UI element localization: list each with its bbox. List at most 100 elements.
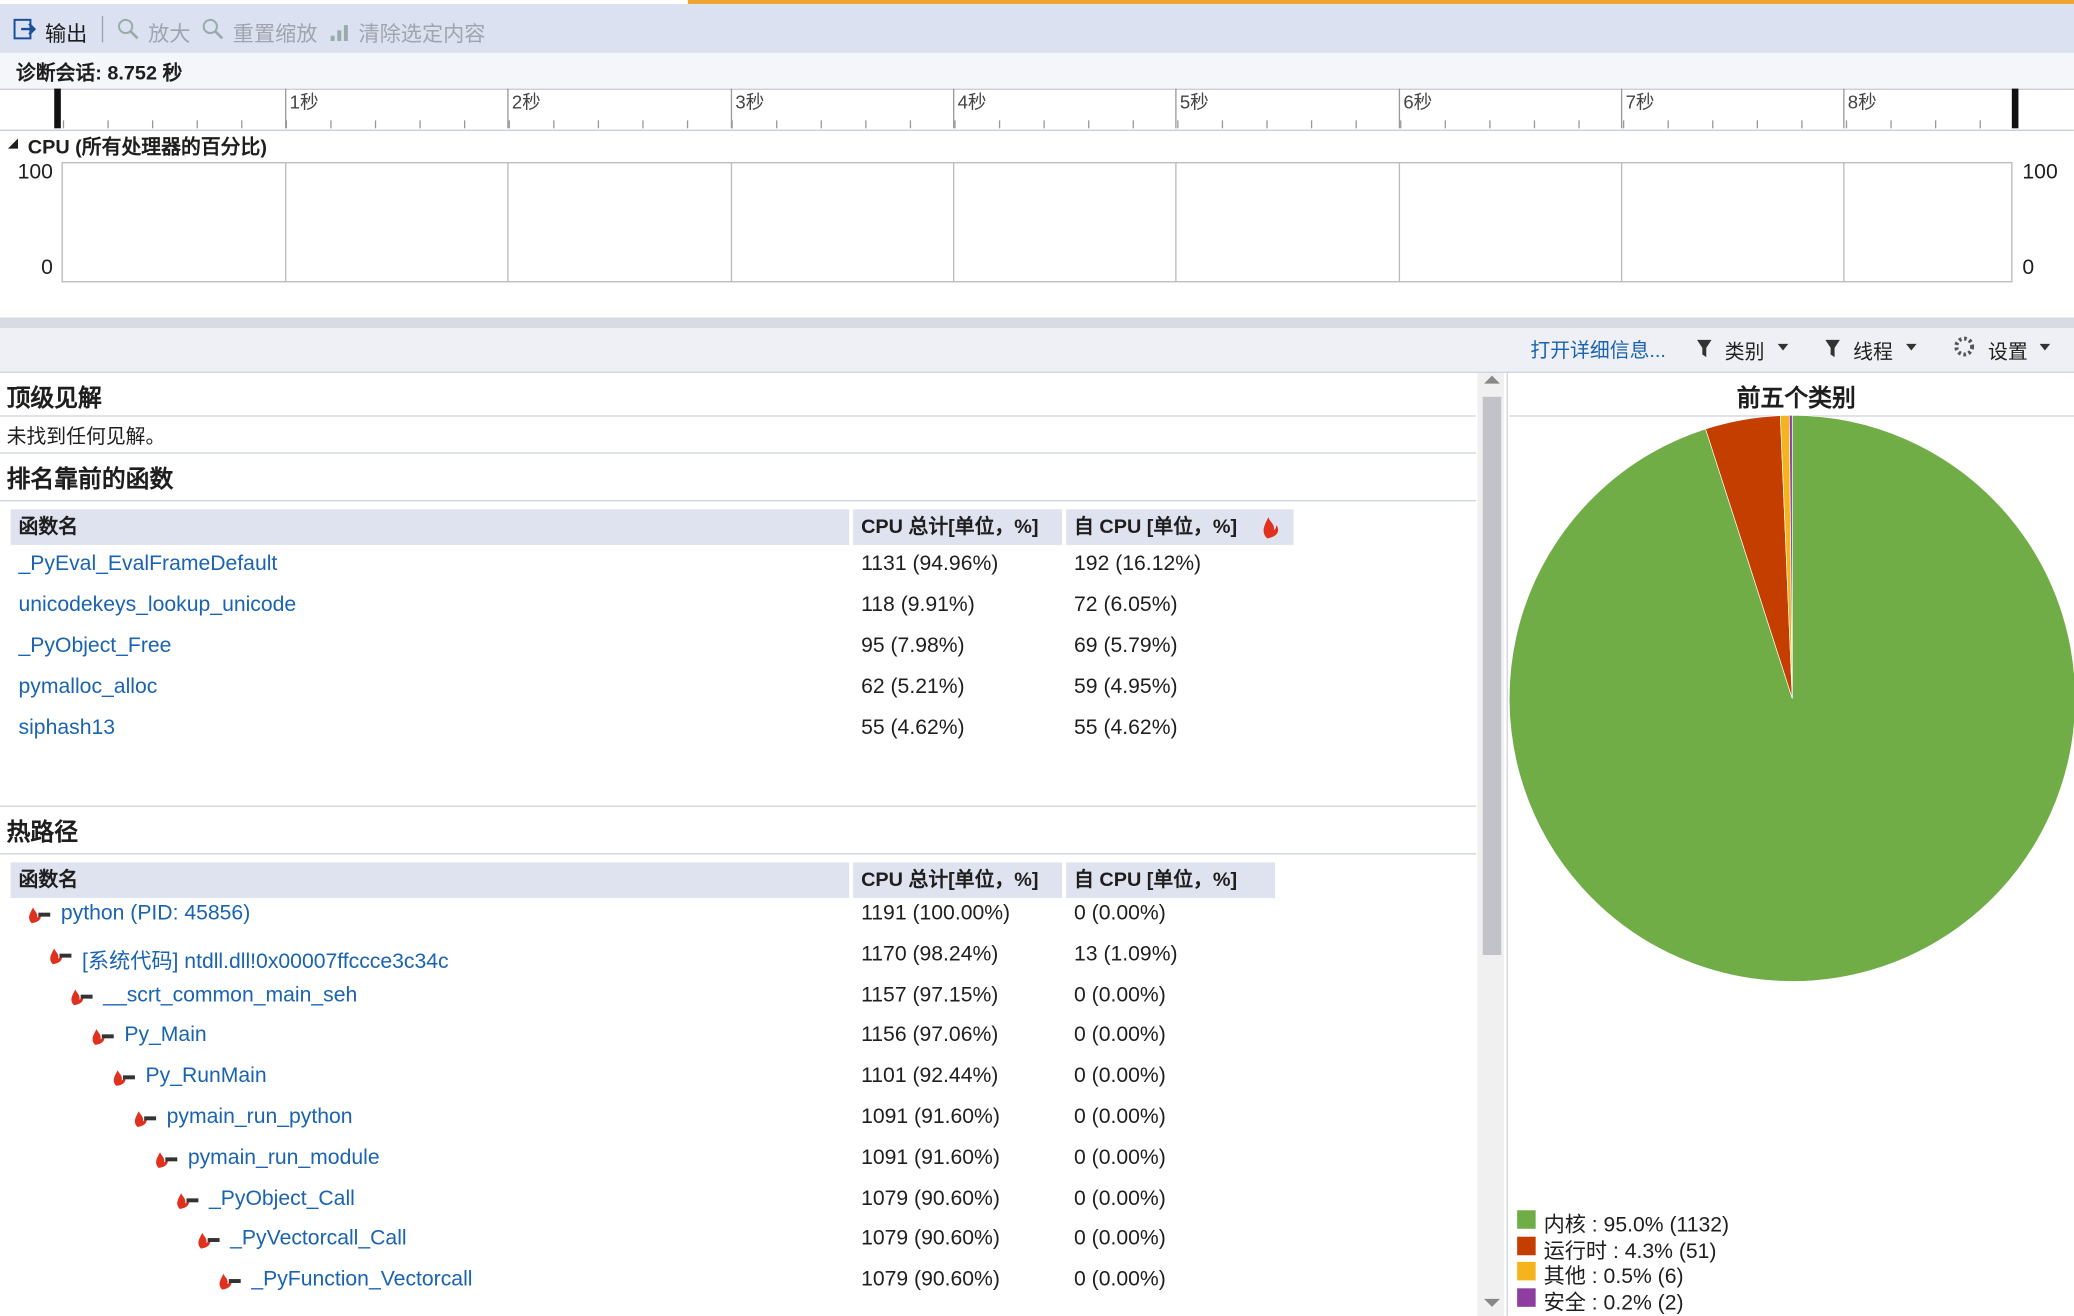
table-cell: 1079 (90.60%) [861, 1227, 1000, 1251]
filter-dropdown[interactable]: 类别 [1724, 341, 1765, 364]
time-label: 7秒 [1625, 91, 1655, 113]
legend-entry: 安全 : 0.2% (2) [1543, 1292, 1684, 1315]
filter-dropdown[interactable]: 线程 [1853, 341, 1893, 364]
settings-dropdown[interactable]: 设置 [1988, 341, 2028, 364]
ruler [0, 88, 2074, 131]
selection-end[interactable] [2011, 88, 2019, 129]
scroll-down[interactable] [1484, 1298, 1500, 1307]
table-cell: 0 (0.00%) [1074, 1024, 1166, 1047]
table-cell: 69 (5.79%) [1074, 634, 1178, 658]
toolbar-button[interactable]: 放大 [148, 23, 191, 47]
open-details-link[interactable]: 打开详细信息... [1530, 339, 1666, 363]
column-header[interactable]: 自 CPU [单位，%] [1066, 509, 1294, 545]
icon-shape [29, 907, 41, 924]
icon-shape [1263, 517, 1279, 539]
function-link[interactable]: _PyObject_Free [18, 634, 172, 658]
collapse-arrow[interactable]: ◢ [7, 136, 19, 151]
table-cell: 1091 (91.60%) [861, 1146, 1000, 1169]
column-header[interactable]: 函数名 [10, 509, 850, 545]
column-header[interactable]: 自 CPU [单位，%] [1066, 862, 1276, 899]
section-title: 顶级见解 [6, 384, 102, 412]
divider [0, 805, 1477, 807]
function-link[interactable]: python (PID: 45856) [60, 902, 251, 925]
icon-shape [130, 30, 139, 40]
icon-shape [198, 1233, 211, 1250]
toolbar-button[interactable]: 输出 [44, 23, 88, 47]
filter-icon [1697, 339, 1712, 358]
table-cell: 1191 (100.00%) [861, 902, 1011, 925]
cpu-title: CPU (所有处理器的百分比) [27, 136, 267, 159]
hot-path-icon [219, 1274, 241, 1290]
accent-line [687, 0, 2074, 4]
function-link[interactable]: pymain_run_python [166, 1105, 353, 1129]
function-link[interactable]: unicodekeys_lookup_unicode [18, 593, 297, 617]
time-label: 1秒 [289, 91, 319, 113]
column-header[interactable]: CPU 总计[单位，%] [853, 509, 1063, 545]
hot-path-icon [29, 907, 51, 924]
function-link[interactable]: _PyVectorcall_Call [230, 1227, 407, 1251]
session-duration: 诊断会话: 8.752 秒 [15, 62, 183, 85]
cpu-graph [61, 162, 2013, 283]
column-header[interactable]: 函数名 [10, 862, 850, 899]
icon-shape [1954, 336, 1975, 357]
column-header[interactable]: CPU 总计[单位，%] [853, 862, 1063, 899]
table-cell: 1101 (92.44%) [861, 1065, 999, 1088]
icon-shape [50, 948, 63, 964]
table-cell: 72 (6.05%) [1074, 593, 1178, 617]
table-cell: 0 (0.00%) [1074, 1227, 1166, 1251]
icon-shape [156, 1151, 168, 1168]
time-label: 8秒 [1847, 91, 1877, 113]
table-cell: 1079 (90.60%) [861, 1187, 1000, 1210]
function-link[interactable]: Py_Main [124, 1024, 207, 1047]
chart-title: 前五个类别 [1736, 384, 1856, 412]
icon-shape [165, 1157, 178, 1162]
icon-shape [123, 1075, 135, 1080]
function-link[interactable]: siphash13 [18, 716, 116, 740]
session-bar [0, 52, 2074, 89]
toolbar-icon [13, 18, 37, 40]
dropdown-arrow [2039, 343, 2051, 351]
scroll-up[interactable] [1484, 375, 1500, 384]
section-title: 排名靠前的函数 [6, 465, 174, 493]
hot-path-icon [71, 988, 93, 1005]
dropdown-arrow [1777, 343, 1789, 351]
icon-shape [80, 994, 93, 999]
legend-swatch [1517, 1288, 1536, 1307]
function-link[interactable]: _PyFunction_Vectorcall [251, 1268, 473, 1292]
toolbar-separator [101, 15, 104, 43]
icon-shape [186, 1197, 199, 1202]
selection-start[interactable] [54, 88, 61, 129]
icon-shape [1825, 339, 1840, 358]
table-cell: 1131 (94.96%) [861, 552, 999, 576]
function-link[interactable]: _PyObject_Call [208, 1187, 355, 1210]
pie-chart [1508, 414, 2074, 982]
table-cell: 59 (4.95%) [1074, 675, 1178, 699]
icon-shape [207, 1238, 220, 1243]
table-cell: 192 (16.12%) [1074, 552, 1202, 576]
table-cell: 0 (0.00%) [1074, 1268, 1166, 1292]
scrollbar-thumb[interactable] [1482, 396, 1502, 955]
legend-swatch [1517, 1210, 1536, 1229]
function-link[interactable]: Py_RunMain [145, 1065, 267, 1088]
icon-shape [177, 1192, 190, 1209]
toolbar-button[interactable]: 重置缩放 [232, 23, 318, 47]
pie-slice [1788, 414, 1793, 699]
table-cell: 55 (4.62%) [861, 716, 965, 740]
toolbar-button[interactable]: 清除选定内容 [358, 23, 486, 47]
table-cell: 55 (4.62%) [1074, 716, 1178, 740]
icon-shape [92, 1029, 105, 1046]
divider [0, 853, 1477, 855]
table-cell: 1156 (97.06%) [861, 1024, 999, 1047]
function-link[interactable]: pymain_run_module [187, 1146, 380, 1169]
insights-message: 未找到任何见解。 [6, 425, 166, 449]
hot-path-icon [113, 1070, 135, 1087]
function-link[interactable]: _PyEval_EvalFrameDefault [18, 552, 278, 576]
y-tick-label: 100 [17, 161, 53, 184]
function-link[interactable]: [系统代码] ntdll.dll!0x00007ffccce3c34c [82, 950, 449, 974]
function-link[interactable]: pymalloc_alloc [18, 675, 158, 699]
y-tick-label: 100 [2022, 161, 2058, 184]
function-link[interactable]: __scrt_common_main_seh [103, 983, 358, 1007]
icon-shape [59, 953, 72, 958]
settings-icon [1954, 336, 1975, 357]
